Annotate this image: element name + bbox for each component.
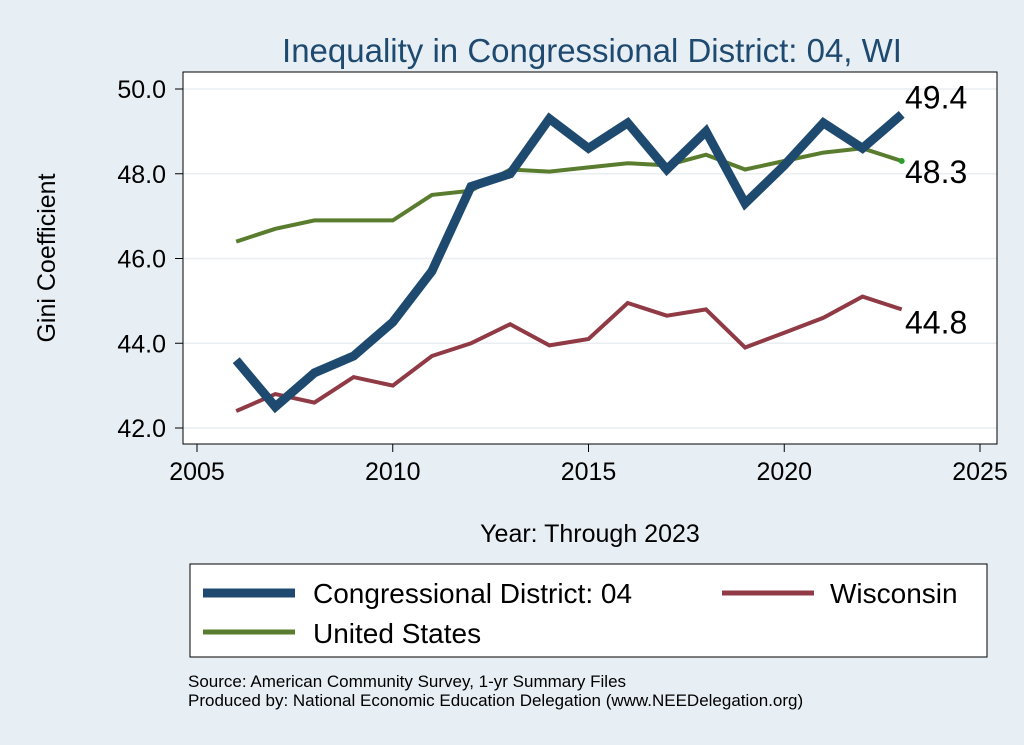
x-tick-label: 2005: [169, 458, 225, 486]
y-tick-label: 44.0: [117, 330, 166, 358]
x-tick-label: 2020: [756, 458, 812, 486]
y-tick-label: 42.0: [117, 415, 166, 443]
legend-items: Congressional District: 04 Wisconsin Unite…: [203, 578, 958, 649]
legend-label: Wisconsin: [830, 578, 958, 609]
plot-area: [182, 71, 998, 445]
y-axis: 42.0 44.0 46.0 48.0 50.0: [117, 72, 184, 444]
source-line: Source: American Community Survey, 1-yr …: [188, 672, 627, 691]
legend-label: Congressional District: 04: [313, 578, 632, 609]
series-end-label: 44.8: [905, 304, 967, 340]
end-labels: 49.4 44.8 48.3: [905, 79, 967, 340]
x-axis: 2005 2010 2015 2020 2025: [169, 443, 1008, 486]
chart-title: Inequality in Congressional District: 04…: [282, 32, 902, 69]
legend: Congressional District: 04 Wisconsin Unite…: [189, 563, 988, 658]
y-tick-label: 48.0: [117, 161, 166, 189]
y-tick-label: 50.0: [117, 76, 166, 104]
series-line-wisconsin: [235, 294, 903, 413]
x-tick-label: 2025: [952, 458, 1008, 486]
series-end-point: [898, 158, 905, 165]
series-line-district: [232, 110, 905, 414]
source-notes: Source: American Community Survey, 1-yr …: [188, 672, 803, 710]
series-end-label: 48.3: [905, 154, 967, 190]
x-tick-label: 2015: [561, 458, 617, 486]
x-axis-label: Year: Through 2023: [480, 520, 700, 548]
y-axis-label: Gini Coefficient: [33, 173, 61, 342]
series-end-label: 49.4: [905, 79, 967, 115]
y-tick-label: 46.0: [117, 246, 166, 274]
grid-lines: [183, 88, 997, 429]
x-tick-label: 2010: [365, 458, 421, 486]
legend-label: United States: [313, 618, 481, 649]
series-layer: [232, 110, 905, 414]
produced-by-line: Produced by: National Economic Education…: [188, 691, 804, 710]
legend-box: [189, 563, 988, 658]
